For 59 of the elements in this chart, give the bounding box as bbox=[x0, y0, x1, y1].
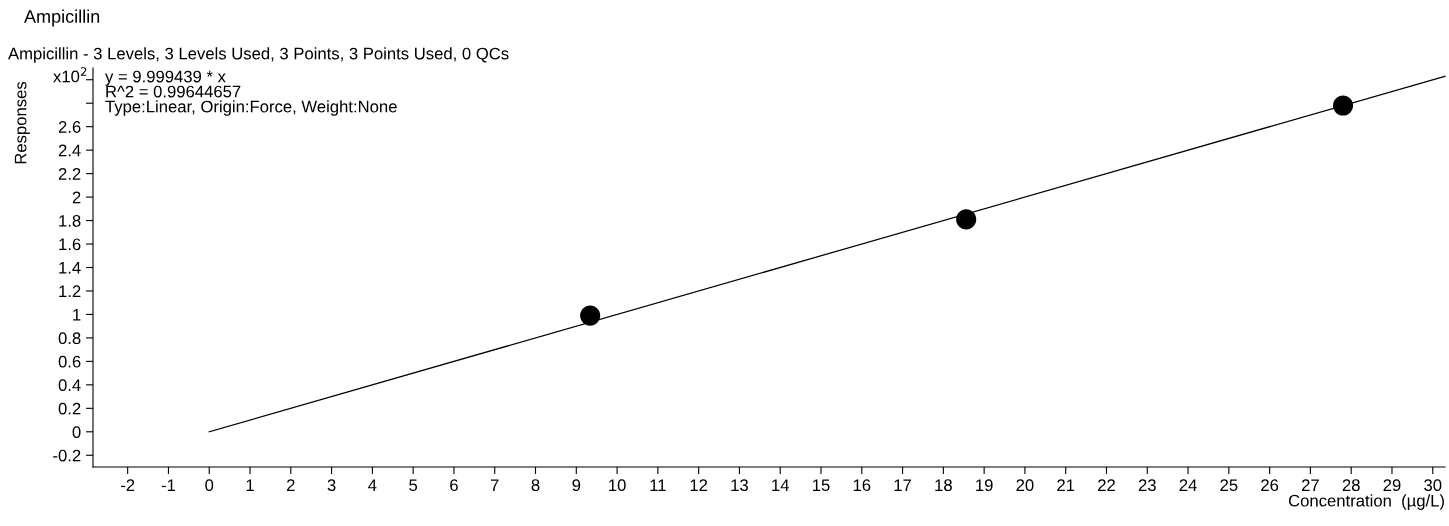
x-tick-label: 28 bbox=[1342, 479, 1360, 492]
x-tick-label: 21 bbox=[1057, 479, 1075, 491]
x-tick-label: 17 bbox=[894, 479, 911, 491]
annotation: R^2 = 0.99644657 bbox=[106, 85, 241, 98]
x-tick-label: 1 bbox=[246, 479, 254, 491]
x-tick-label: 2 bbox=[287, 479, 295, 491]
x-tick-label: 26 bbox=[1261, 479, 1279, 492]
y-tick-label: 1.6 bbox=[59, 238, 81, 251]
y-tick-label: 2.6 bbox=[58, 121, 81, 133]
x-tick-label: 16 bbox=[853, 479, 871, 492]
x-tick-label: 6 bbox=[450, 479, 458, 492]
x-tick-label: 0 bbox=[205, 479, 214, 492]
x-tick-label: 20 bbox=[1016, 479, 1034, 492]
chart-title: Ampicillin bbox=[24, 9, 100, 27]
x-tick-label: 29 bbox=[1383, 479, 1401, 492]
x-tick-label: 14 bbox=[772, 479, 789, 491]
x-tick-label: 11 bbox=[650, 479, 666, 491]
text: x10$^{2}$ bbox=[53, 67, 87, 83]
y-tick-label: 2 bbox=[72, 191, 81, 204]
annotation: Type:Linear, Origin:Force, Weight:None bbox=[105, 100, 397, 116]
y-tick-label: 0.8 bbox=[58, 332, 81, 345]
point bbox=[1332, 95, 1354, 116]
x-tick-label: 3 bbox=[327, 479, 336, 492]
x-tick-label: 22 bbox=[1098, 479, 1115, 491]
chart-subtitle: Ampicillin - 3 Levels, 3 Levels Used, 3 Points, 3 Points Used, 0 QCs bbox=[8, 47, 509, 63]
y-tick-label: 1.2 bbox=[59, 285, 81, 298]
y-tick-label: 1.4 bbox=[59, 262, 81, 274]
y-tick-label: 0.4 bbox=[58, 379, 81, 392]
y-tick-label: 0.6 bbox=[58, 355, 81, 368]
x-tick-label: 30 bbox=[1424, 479, 1442, 492]
x-tick-label: 13 bbox=[731, 479, 748, 492]
annotation: y = 9.999439 * x bbox=[105, 70, 226, 86]
x-tick-label: 25 bbox=[1220, 479, 1238, 492]
y-axis-title: Responses bbox=[14, 81, 30, 164]
x-tick-label: -2 bbox=[121, 479, 135, 491]
x-tick-label: 7 bbox=[490, 479, 499, 491]
x-tick-label: 4 bbox=[368, 479, 377, 491]
x-tick-label: 24 bbox=[1179, 479, 1197, 491]
x-tick-label: 19 bbox=[976, 479, 993, 492]
x-tick-label: -1 bbox=[161, 479, 176, 491]
y-tick-label: 2.2 bbox=[58, 168, 81, 180]
y-tick-label: 2.4 bbox=[58, 144, 81, 157]
x-tick-label: 23 bbox=[1138, 479, 1156, 492]
x-axis-title: Concentration (µg/L) bbox=[1288, 494, 1444, 510]
x-tick-label: 18 bbox=[935, 479, 952, 492]
x-tick-label: 12 bbox=[690, 479, 708, 491]
y-tick-label: 1.8 bbox=[59, 214, 81, 227]
x-tick-label: 10 bbox=[609, 479, 626, 492]
point bbox=[956, 209, 977, 230]
y-tick-label: 1 bbox=[73, 309, 81, 321]
y-tick-label: 0.2 bbox=[58, 402, 81, 415]
x-tick-label: 15 bbox=[813, 479, 830, 492]
x-tick-label: 8 bbox=[531, 479, 540, 492]
point bbox=[580, 305, 601, 326]
x-tick-label: 5 bbox=[409, 479, 418, 492]
y-tick-label: 0 bbox=[72, 426, 81, 438]
x-tick-label: 27 bbox=[1301, 479, 1319, 491]
y-tick-label: -0.2 bbox=[53, 449, 81, 462]
x-tick-label: 9 bbox=[572, 479, 581, 492]
